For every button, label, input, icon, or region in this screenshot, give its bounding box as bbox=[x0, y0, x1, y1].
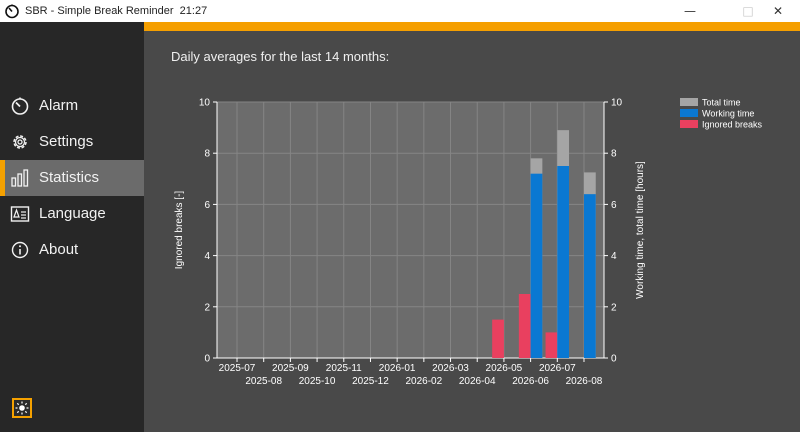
plot-area bbox=[217, 102, 604, 358]
sidebar-item-label: Statistics bbox=[39, 169, 100, 186]
maximize-button[interactable]: □ bbox=[742, 4, 754, 18]
sidebar-item-alarm[interactable]: Alarm bbox=[0, 88, 144, 124]
y-tick-label-left: 2 bbox=[204, 302, 210, 313]
y-tick-label-right: 4 bbox=[611, 251, 617, 262]
minimize-button[interactable]: — bbox=[684, 4, 696, 18]
x-tick-label: 2025-10 bbox=[299, 376, 336, 387]
legend-swatch bbox=[680, 109, 698, 117]
legend-entry: Total time bbox=[702, 98, 741, 108]
info-icon bbox=[11, 241, 29, 259]
sidebar-item-label: Settings bbox=[39, 133, 94, 150]
bar-ignored-breaks bbox=[518, 294, 531, 358]
title-bar: SBR - Simple Break Reminder 21:27 — □ ✕ bbox=[0, 0, 800, 22]
bar-working-time bbox=[557, 166, 570, 358]
x-tick-label: 2025-11 bbox=[326, 363, 362, 374]
accent-bar bbox=[144, 22, 800, 31]
sidebar-item-label: About bbox=[39, 241, 79, 258]
y-tick-label-left: 8 bbox=[204, 149, 210, 160]
theme-toggle-button[interactable] bbox=[12, 398, 32, 418]
x-tick-label: 2025-12 bbox=[352, 376, 389, 387]
x-tick-label: 2026-07 bbox=[539, 363, 576, 374]
timer-icon bbox=[5, 4, 19, 19]
x-tick-label: 2025-08 bbox=[245, 376, 282, 387]
x-tick-label: 2026-05 bbox=[486, 363, 523, 374]
y-axis-title-right: Working time, total time [hours] bbox=[635, 161, 646, 299]
y-tick-label-left: 4 bbox=[204, 251, 210, 262]
x-tick-label: 2025-07 bbox=[219, 363, 256, 374]
sidebar-item-language[interactable]: Language bbox=[0, 196, 144, 232]
sidebar: Alarm Settings Statistics Language bbox=[0, 22, 144, 432]
legend-swatch bbox=[680, 98, 698, 106]
y-tick-label-right: 8 bbox=[611, 149, 617, 160]
sidebar-item-settings[interactable]: Settings bbox=[0, 124, 144, 160]
statistics-panel: Daily averages for the last 14 months: 0… bbox=[144, 22, 800, 432]
close-button[interactable]: ✕ bbox=[772, 4, 784, 18]
x-tick-label: 2026-03 bbox=[432, 363, 469, 374]
timer-icon bbox=[11, 97, 29, 115]
legend-entry: Working time bbox=[702, 109, 754, 119]
x-tick-label: 2026-02 bbox=[405, 376, 442, 387]
y-tick-label-right: 2 bbox=[611, 302, 617, 313]
legend-swatch bbox=[680, 120, 698, 128]
x-tick-label: 2026-06 bbox=[512, 376, 549, 387]
bar-working-time bbox=[583, 194, 596, 358]
y-tick-label-left: 10 bbox=[199, 98, 211, 109]
sidebar-item-label: Alarm bbox=[39, 97, 79, 114]
window-title: SBR - Simple Break Reminder 21:27 bbox=[25, 5, 208, 17]
x-tick-label: 2025-09 bbox=[272, 363, 309, 374]
x-tick-label: 2026-04 bbox=[459, 376, 496, 387]
x-tick-label: 2026-01 bbox=[379, 363, 416, 374]
y-tick-label-right: 10 bbox=[611, 98, 623, 109]
language-card-icon bbox=[10, 206, 30, 222]
y-axis-title-left: Ignored breaks [-] bbox=[174, 191, 185, 270]
bar-working-time bbox=[530, 173, 543, 358]
legend-entry: Ignored breaks bbox=[702, 120, 763, 130]
bar-chart-icon bbox=[11, 169, 29, 187]
bar-ignored-breaks bbox=[545, 332, 558, 358]
y-tick-label-left: 0 bbox=[204, 354, 210, 365]
statistics-chart: 0 0 2 2 4 4 6 6 8 8 10 10 2025-07 2025-08 2025-09 2025-… bbox=[174, 98, 763, 388]
bar-ignored-breaks bbox=[492, 319, 504, 358]
sidebar-item-about[interactable]: About bbox=[0, 232, 144, 268]
x-tick-label: 2026-08 bbox=[566, 376, 603, 387]
y-tick-label-left: 6 bbox=[204, 200, 210, 211]
gear-icon bbox=[13, 135, 27, 149]
page-title: Daily averages for the last 14 months: bbox=[171, 49, 390, 64]
y-tick-label-right: 6 bbox=[611, 200, 617, 211]
sidebar-item-label: Language bbox=[39, 205, 106, 222]
y-tick-label-right: 0 bbox=[611, 354, 617, 365]
sun-icon bbox=[15, 401, 29, 415]
sidebar-item-statistics[interactable]: Statistics bbox=[0, 160, 144, 196]
